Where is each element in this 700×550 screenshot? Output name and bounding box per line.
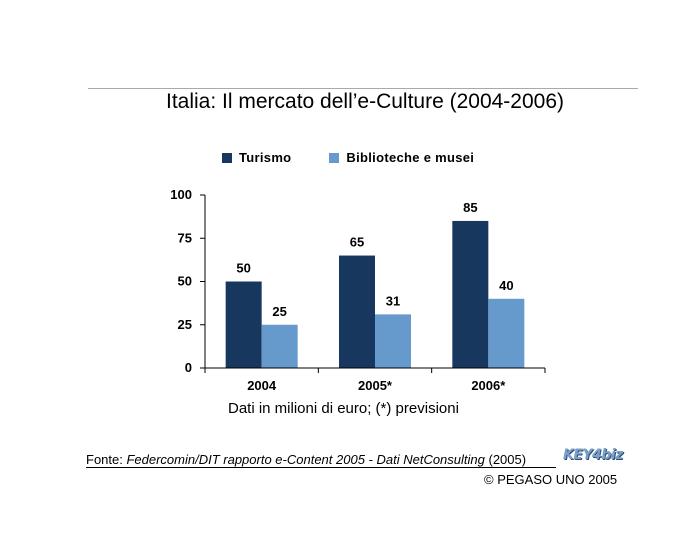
legend-label-turismo: Turismo <box>239 150 292 165</box>
legend-swatch-turismo <box>222 152 232 163</box>
legend-label-biblioteche: Biblioteche e musei <box>346 150 475 165</box>
data-label: 85 <box>463 200 477 215</box>
data-label: 25 <box>272 304 286 319</box>
source-title: Federcomin/DIT rapporto e-Content 2005 -… <box>126 452 485 467</box>
bar-turismo-0 <box>225 281 262 368</box>
data-label: 50 <box>236 261 250 276</box>
bar-chart: 50 25 2004 65 31 2005* 85 40 2006* 0 25 50 75 100 <box>170 187 546 393</box>
x-tick-label: 2006* <box>471 378 506 393</box>
slide-title: Italia: Il mercato dell’e-Culture (2004-… <box>165 90 565 113</box>
bar-turismo-2 <box>452 220 489 368</box>
y-tick-label: 75 <box>178 230 192 245</box>
bar-biblioteche-e-musei-1 <box>375 314 411 368</box>
source-note: Fonte: Federcomin/DIT rapporto e-Content… <box>86 452 526 467</box>
legend-swatch-biblioteche <box>329 152 340 163</box>
x-tick-label: 2005* <box>358 378 393 393</box>
data-label: 40 <box>499 278 513 293</box>
source-prefix: Fonte: <box>86 452 127 467</box>
source-year: (2005) <box>484 452 527 467</box>
bar-biblioteche-e-musei-0 <box>261 324 298 368</box>
data-label: 31 <box>386 293 400 308</box>
legend-item-biblioteche: Biblioteche e musei <box>329 150 474 165</box>
y-tick-label: 25 <box>178 317 192 332</box>
y-tick-label: 50 <box>178 274 192 289</box>
key4biz-logo: KEY4biz <box>563 447 623 463</box>
legend-item-turismo: Turismo <box>222 150 291 165</box>
y-tick-label: 0 <box>185 360 192 375</box>
chart-caption: Dati in milioni di euro; (*) previsioni <box>228 400 459 417</box>
y-tick-label: 100 <box>170 187 192 202</box>
bar-turismo-1 <box>339 255 375 368</box>
source-divider <box>86 467 556 468</box>
x-tick-label: 2004 <box>247 378 277 393</box>
bar-biblioteche-e-musei-2 <box>488 298 525 368</box>
copyright-notice: © PEGASO UNO 2005 <box>484 472 618 487</box>
top-divider <box>88 88 638 89</box>
chart-legend: Turismo Biblioteche e musei <box>222 150 512 165</box>
data-label: 65 <box>350 235 364 250</box>
